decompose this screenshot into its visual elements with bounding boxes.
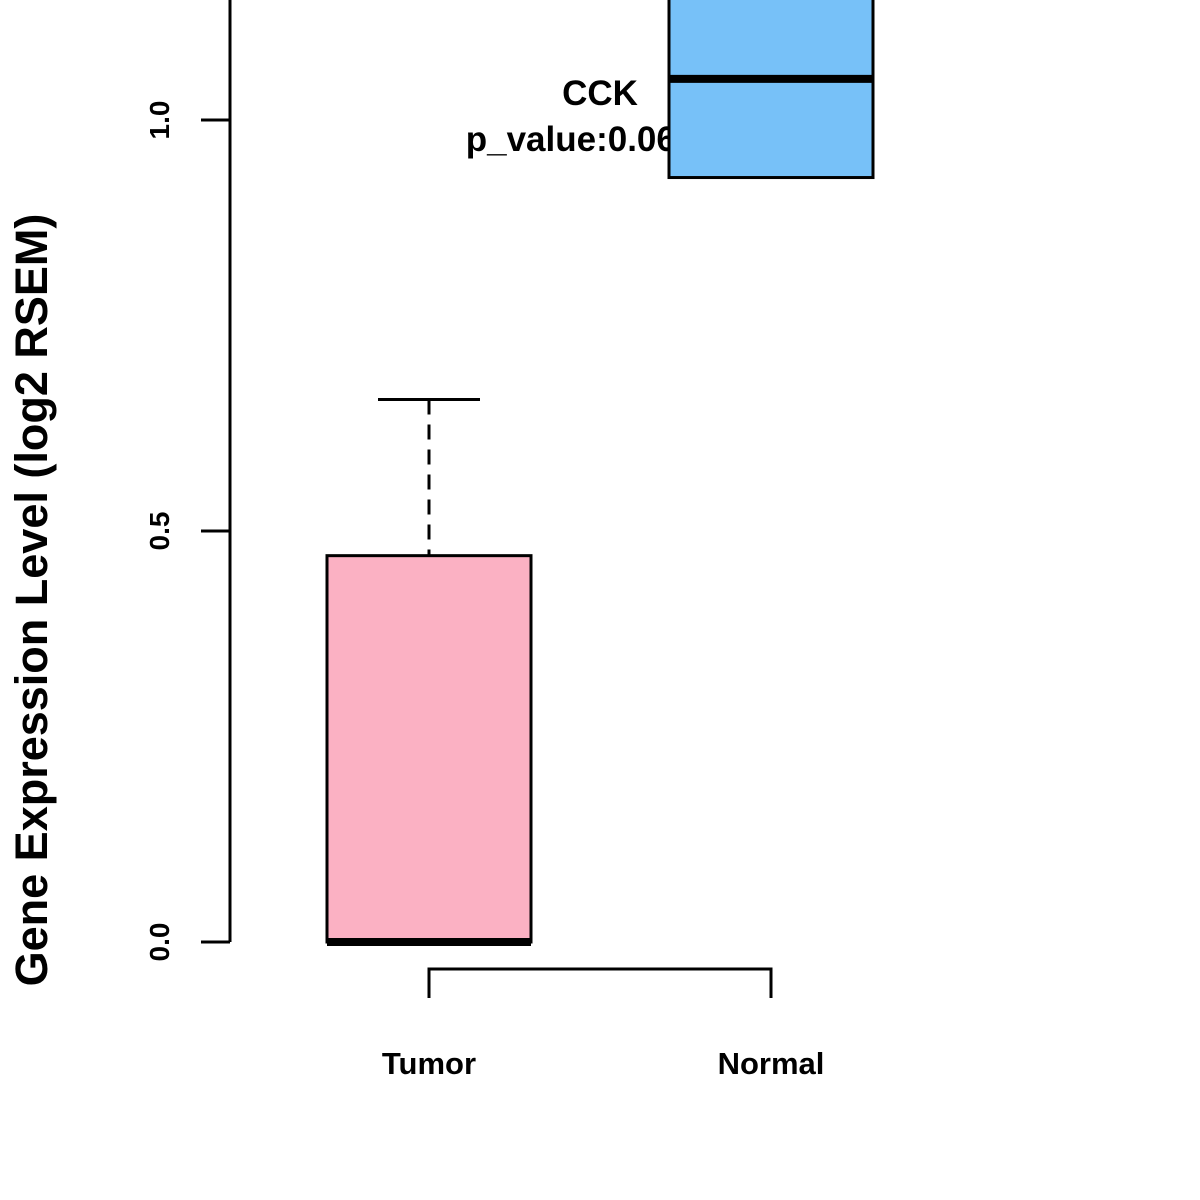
x-category-label-tumor: Tumor — [382, 1046, 476, 1081]
y-tick-label: 1.0 — [144, 101, 175, 140]
box-normal — [667, 0, 875, 180]
box-tumor — [325, 397, 533, 946]
box-body — [667, 0, 875, 180]
x-category-label-normal: Normal — [718, 1046, 825, 1081]
box-body — [325, 554, 533, 944]
bracket-line — [427, 967, 773, 998]
x-axis-categories: Tumor Normal — [382, 1046, 824, 1081]
chart-title: CCK — [562, 74, 638, 113]
y-tick-label: 0.0 — [144, 923, 175, 962]
y-tick-label: 0.5 — [144, 512, 175, 551]
boxes-group — [325, 0, 875, 946]
y-axis: 0.00.51.01.5 — [144, 0, 232, 962]
comparison-bracket — [427, 967, 773, 998]
y-axis-label: Gene Expression Level (log2 RSEM) — [6, 214, 57, 987]
